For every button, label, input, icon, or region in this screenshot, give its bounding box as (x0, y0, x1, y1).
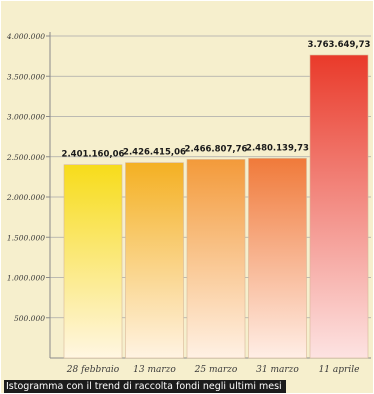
data-label: 2.426.415,06 (123, 148, 186, 158)
y-tick-label: 1.000.000 (7, 274, 45, 283)
x-tick-label: 11 aprile (319, 365, 360, 375)
y-tick-label: 3.000.000 (7, 113, 45, 122)
bar (186, 159, 246, 359)
bar (63, 164, 123, 359)
x-tick-label: 28 febbraio (66, 365, 120, 375)
data-label: 2.480.139,73 (246, 143, 309, 153)
y-tick-label: 500.000 (14, 314, 45, 323)
bars (63, 54, 369, 359)
y-tick-label: 2.500.000 (6, 153, 45, 162)
y-tick-label: 4.000.000 (6, 32, 45, 41)
y-axis-tick-labels: 500.000 1.000.000 1.500.000 2.000.000 2.500.… (6, 32, 45, 323)
data-label: 2.466.807,76 (185, 144, 248, 154)
x-tick-label: 25 marzo (194, 365, 238, 375)
data-labels: 2.401.160,062.426.415,062.466.807,762.48… (62, 40, 371, 160)
y-tick-label: 2.000.000 (6, 193, 45, 202)
x-axis-tick-labels: 28 febbraio 13 marzo 25 marzo 31 marzo 11 ap… (66, 365, 360, 375)
y-tick-label: 3.500.000 (7, 72, 45, 81)
y-tick-label: 1.500.000 (7, 233, 45, 242)
x-tick-label: 31 marzo (256, 365, 299, 375)
bar (309, 54, 369, 359)
bar (248, 158, 307, 359)
chart-caption: Istogramma con il trend di raccolta fond… (4, 380, 286, 393)
x-tick-label: 13 marzo (133, 365, 176, 375)
bar (125, 162, 184, 359)
data-label: 3.763.649,73 (308, 40, 371, 50)
data-label: 2.401.160,06 (62, 150, 125, 160)
